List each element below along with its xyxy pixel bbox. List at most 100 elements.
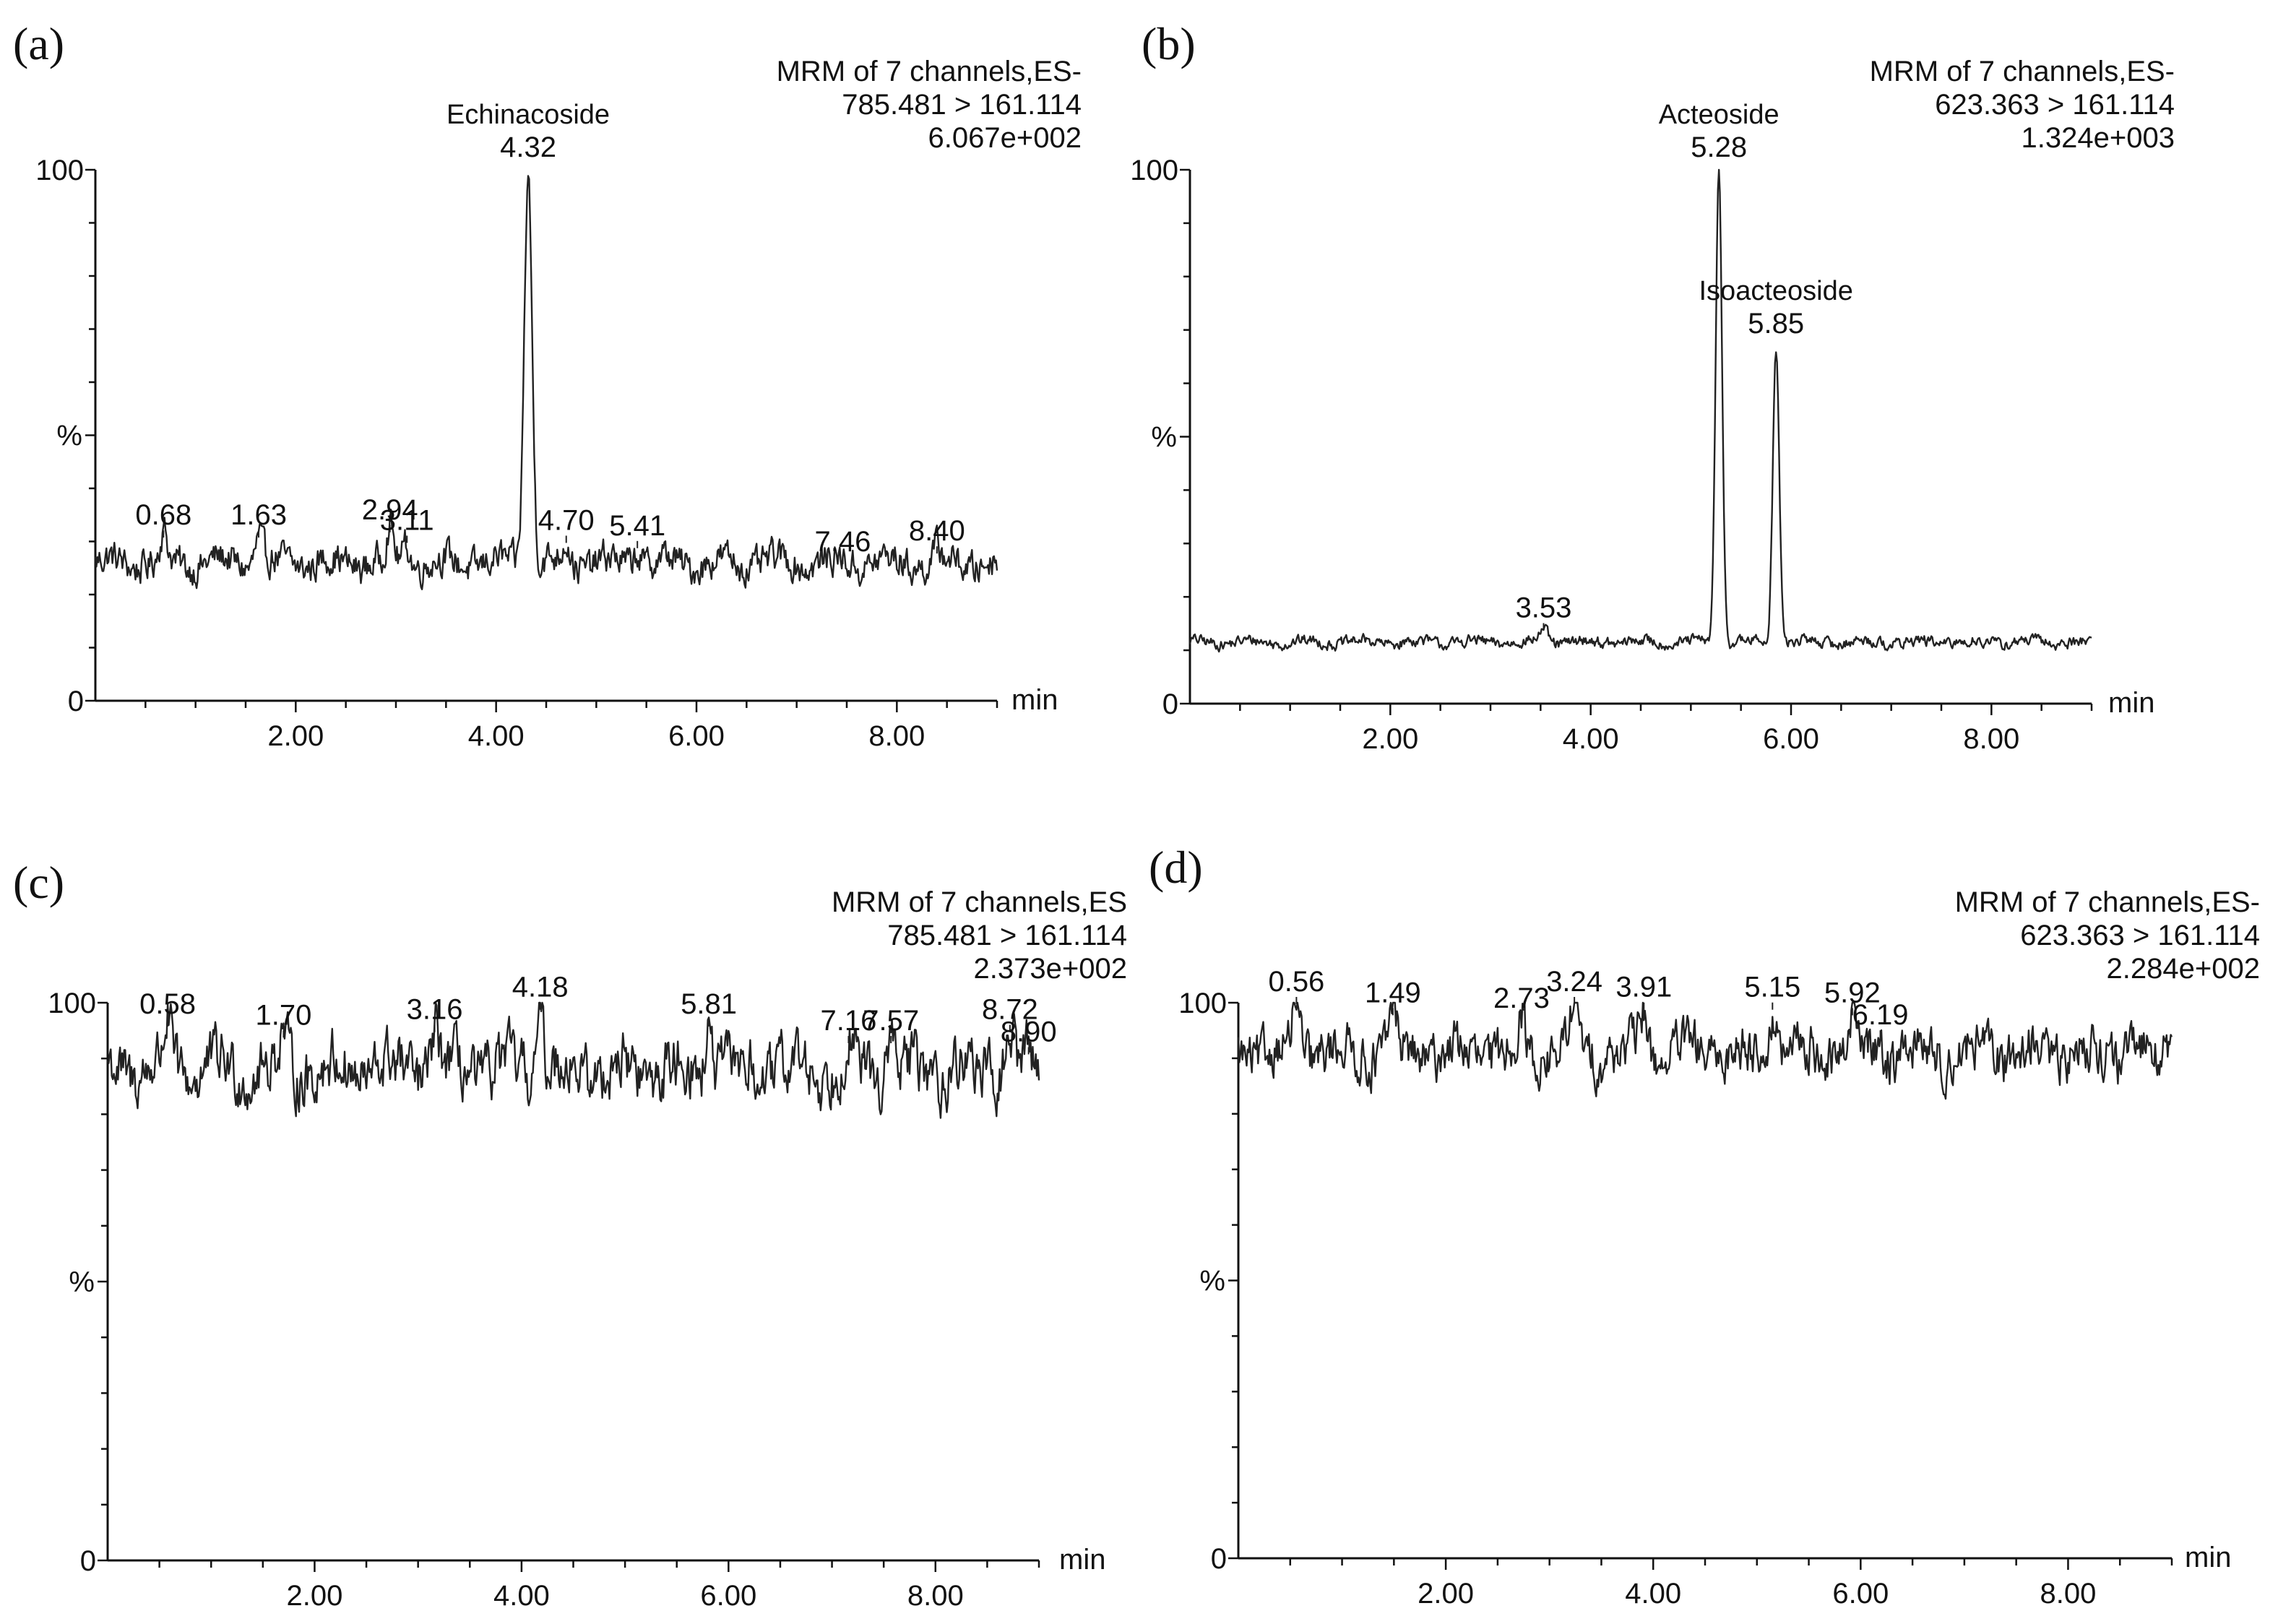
peak-label: 3.24 bbox=[1546, 966, 1602, 998]
peak-label: 1.70 bbox=[256, 999, 312, 1031]
peak-label: 4.32 bbox=[500, 131, 556, 163]
x-tick-label: 2.00 bbox=[267, 720, 324, 752]
peak-annotation: 7.57 bbox=[863, 1005, 919, 1044]
y-tick-label: 0 bbox=[68, 686, 84, 717]
x-tick-label: 6.00 bbox=[1763, 723, 1819, 755]
panel-label: (c) bbox=[13, 857, 64, 908]
chromatogram-trace bbox=[94, 175, 998, 590]
peak-annotation: 1.49 bbox=[1365, 977, 1421, 1016]
peak-label: 3.91 bbox=[1615, 972, 1672, 1003]
y-axis-label: % bbox=[1199, 1266, 1225, 1297]
peak-annotation: 3.24 bbox=[1546, 966, 1602, 1004]
peak-label: 5.28 bbox=[1691, 131, 1747, 163]
peak-annotation: 7.46 bbox=[815, 526, 871, 564]
peak-label: 5.15 bbox=[1744, 972, 1800, 1003]
peak-label: 5.85 bbox=[1748, 308, 1804, 340]
peak-label: 4.70 bbox=[538, 505, 595, 537]
peak-annotation: 2.94 bbox=[362, 494, 418, 532]
header-intensity: 1.324e+003 bbox=[2022, 122, 2175, 154]
peak-label: 0.58 bbox=[139, 988, 196, 1020]
peak-label: 1.63 bbox=[230, 499, 287, 531]
y-tick-label: 100 bbox=[1130, 155, 1178, 186]
x-axis-label: min bbox=[2108, 687, 2154, 719]
peak-annotation: 2.73 bbox=[1493, 982, 1550, 1022]
header-intensity: 2.284e+002 bbox=[2107, 953, 2260, 985]
x-tick-label: 4.00 bbox=[1563, 723, 1619, 755]
panel-label: (d) bbox=[1149, 842, 1203, 893]
peak-label: 2.94 bbox=[362, 494, 418, 526]
peak-label: 0.56 bbox=[1268, 966, 1324, 998]
panel-label: (a) bbox=[13, 18, 64, 69]
peak-label: 2.73 bbox=[1493, 982, 1550, 1014]
compound-label: Isoacteoside bbox=[1699, 276, 1853, 306]
header-title: MRM of 7 channels,ES- bbox=[1955, 886, 2260, 918]
y-tick-label: 100 bbox=[1178, 988, 1227, 1019]
peak-annotation: 3.91 bbox=[1615, 972, 1672, 1010]
x-tick-label: 4.00 bbox=[493, 1580, 550, 1612]
peak-label: 5.92 bbox=[1824, 977, 1881, 1008]
peak-annotation: 8.90 bbox=[1001, 1016, 1057, 1055]
y-axis-label: % bbox=[56, 420, 82, 452]
x-tick-label: 6.00 bbox=[700, 1580, 756, 1612]
peak-annotation: 5.92 bbox=[1824, 977, 1881, 1016]
peak-annotation: 3.53 bbox=[1516, 592, 1572, 631]
peak-annotation: 0.56 bbox=[1268, 966, 1324, 1004]
header-transition: 785.481 > 161.114 bbox=[887, 920, 1127, 951]
peak-annotation: 4.70 bbox=[538, 505, 595, 543]
chart-panel-1: (a) MRM of 7 channels,ES-785.481 > 161.11… bbox=[13, 18, 1082, 752]
y-tick-label: 0 bbox=[1211, 1543, 1227, 1575]
peak-annotation: 8.72 bbox=[982, 994, 1038, 1032]
header-title: MRM of 7 channels,ES- bbox=[1870, 56, 2175, 87]
peak-annotation: 5.15 bbox=[1744, 972, 1800, 1010]
peak-label: 8.72 bbox=[982, 994, 1038, 1026]
peak-label: 1.49 bbox=[1365, 977, 1421, 1008]
x-tick-label: 8.00 bbox=[2040, 1578, 2097, 1610]
x-tick-label: 2.00 bbox=[1362, 723, 1418, 755]
peak-label: 4.18 bbox=[512, 972, 569, 1003]
y-tick-label: 0 bbox=[80, 1545, 96, 1577]
peak-annotation: 6.19 bbox=[1852, 999, 1909, 1038]
peak-label: 7.16 bbox=[821, 1005, 877, 1037]
chromatogram-trace bbox=[1237, 1001, 2173, 1100]
chromatogram-trace bbox=[1188, 168, 2092, 653]
peak-annotation: 4.18 bbox=[512, 972, 569, 1010]
header-transition: 623.363 > 161.114 bbox=[1935, 89, 2175, 121]
y-tick-label: 0 bbox=[1162, 688, 1178, 720]
peak-label: 3.16 bbox=[407, 994, 463, 1026]
x-tick-label: 8.00 bbox=[868, 720, 925, 752]
peak-annotation: 7.16 bbox=[821, 1005, 877, 1044]
x-tick-label: 8.00 bbox=[1963, 723, 2019, 755]
x-tick-label: 8.00 bbox=[907, 1580, 964, 1612]
chart-panel-2: (b) MRM of 7 channels,ES-623.363 > 161.11… bbox=[1130, 18, 2175, 755]
header-transition: 785.481 > 161.114 bbox=[842, 89, 1082, 121]
x-tick-label: 2.00 bbox=[1418, 1578, 1474, 1610]
peak-annotation: 0.68 bbox=[135, 499, 191, 538]
x-tick-label: 6.00 bbox=[668, 720, 725, 752]
peak-label: 0.68 bbox=[135, 499, 191, 531]
header-intensity: 2.373e+002 bbox=[974, 953, 1127, 985]
peak-label: 8.40 bbox=[909, 515, 965, 547]
peak-annotation: 0.58 bbox=[139, 988, 196, 1027]
peak-annotation: 3.11 bbox=[380, 505, 434, 543]
peak-label: 6.19 bbox=[1852, 999, 1909, 1031]
x-tick-label: 2.00 bbox=[287, 1580, 343, 1612]
peak-annotation: 1.70 bbox=[256, 999, 312, 1038]
peak-annotation: 3.16 bbox=[407, 994, 463, 1032]
chart-panel-4: (d) MRM of 7 channels,ES-623.363 > 161.11… bbox=[1149, 842, 2260, 1610]
compound-label: Echinacoside bbox=[446, 100, 610, 130]
header-title: MRM of 7 channels,ES- bbox=[777, 56, 1082, 87]
x-axis-label: min bbox=[1059, 1544, 1105, 1576]
panel-label: (b) bbox=[1142, 18, 1196, 69]
header-intensity: 6.067e+002 bbox=[928, 122, 1082, 154]
peak-annotation: 8.40 bbox=[909, 515, 965, 554]
x-tick-label: 6.00 bbox=[1832, 1578, 1889, 1610]
peak-label: 8.90 bbox=[1001, 1016, 1057, 1048]
peak-label: 7.46 bbox=[815, 526, 871, 558]
y-axis-label: % bbox=[69, 1266, 95, 1298]
x-axis-label: min bbox=[1011, 684, 1058, 716]
peak-label: 3.53 bbox=[1516, 592, 1572, 624]
